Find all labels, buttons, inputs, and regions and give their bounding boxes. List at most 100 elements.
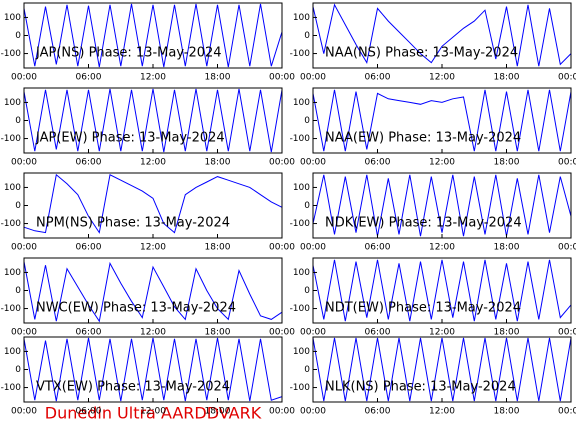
x-tick-label: 06:00 (76, 328, 102, 338)
x-tick-label: 18:00 (205, 328, 231, 338)
phase-line (312, 259, 572, 322)
x-tick-label: 18:00 (494, 328, 520, 338)
y-tick-label: -100 (1, 304, 22, 314)
y-tick-label: 100 (293, 268, 310, 278)
x-tick-label: 18:00 (494, 158, 520, 168)
phase-line (23, 173, 283, 234)
x-tick-label: 18:00 (494, 73, 520, 83)
panel-title: NDK(EW) Phase: 13-May-2024 (325, 216, 522, 231)
x-tick-label: 00:00 (300, 407, 326, 417)
x-tick-label: 12:00 (429, 407, 455, 417)
plot-area (24, 337, 282, 402)
panel-title: NWC(EW) Phase: 13-May-2024 (36, 301, 236, 316)
phase-line (23, 3, 283, 68)
x-tick-label: 00:00 (11, 158, 37, 168)
x-tick-label: 00:00 (269, 243, 295, 253)
x-tick-label: 00:00 (269, 73, 295, 83)
y-tick-label: -100 (1, 49, 22, 59)
x-tick-label: 06:00 (365, 407, 391, 417)
x-tick-label: 00:00 (558, 158, 576, 168)
phase-line (23, 261, 283, 323)
panel-title: NLK(NS) Phase: 13-May-2024 (325, 380, 516, 395)
panel-title: VTX(EW) Phase: 13-May-2024 (36, 380, 230, 395)
y-tick-label: 100 (4, 347, 21, 357)
y-tick-label: 0 (304, 286, 310, 296)
x-tick-label: 18:00 (205, 407, 231, 417)
y-tick-label: 0 (15, 365, 21, 375)
x-tick-label: 12:00 (429, 328, 455, 338)
x-tick-label: 18:00 (494, 243, 520, 253)
x-tick-label: 06:00 (76, 407, 102, 417)
x-tick-label: 00:00 (269, 407, 295, 417)
phase-line (312, 337, 572, 402)
plot-area (24, 3, 282, 68)
x-tick-label: 18:00 (205, 243, 231, 253)
y-tick-label: 100 (293, 13, 310, 23)
x-tick-label: 06:00 (76, 158, 102, 168)
y-tick-label: 100 (293, 183, 310, 193)
x-tick-label: 06:00 (365, 243, 391, 253)
x-tick-label: 00:00 (558, 243, 576, 253)
footer: Dunedin Ultra AARDDVARK (45, 404, 262, 423)
phase-line (23, 337, 283, 402)
y-tick-label: -100 (290, 49, 311, 59)
panel-title: NPM(NS) Phase: 13-May-2024 (36, 216, 230, 231)
y-tick-label: -100 (290, 219, 311, 229)
y-tick-label: 0 (15, 201, 21, 211)
y-tick-label: 0 (15, 286, 21, 296)
panel-title: JAP(NS) Phase: 13-May-2024 (35, 46, 222, 61)
x-tick-label: 06:00 (365, 328, 391, 338)
x-tick-label: 00:00 (558, 407, 576, 417)
phase-line (312, 3, 572, 67)
y-tick-label: -100 (1, 219, 22, 229)
y-tick-label: 100 (4, 183, 21, 193)
y-tick-label: 0 (304, 365, 310, 375)
y-tick-label: -100 (1, 134, 22, 144)
x-tick-label: 12:00 (429, 158, 455, 168)
x-tick-label: 00:00 (300, 243, 326, 253)
y-tick-label: -100 (290, 134, 311, 144)
y-tick-label: 0 (15, 116, 21, 126)
x-tick-label: 12:00 (140, 243, 166, 253)
y-tick-label: 100 (4, 13, 21, 23)
x-tick-label: 06:00 (76, 243, 102, 253)
x-tick-label: 06:00 (365, 73, 391, 83)
phase-line (312, 89, 572, 152)
panel-title: NAA(EW) Phase: 13-May-2024 (325, 131, 521, 146)
x-tick-label: 00:00 (300, 158, 326, 168)
x-tick-label: 00:00 (300, 73, 326, 83)
phase-line (23, 88, 283, 153)
panel-title: NDT(EW) Phase: 13-May-2024 (325, 301, 521, 316)
x-tick-label: 06:00 (365, 158, 391, 168)
x-tick-label: 12:00 (140, 407, 166, 417)
x-tick-label: 00:00 (11, 243, 37, 253)
plot-area (313, 258, 571, 323)
x-tick-label: 00:00 (269, 328, 295, 338)
x-tick-label: 00:00 (558, 73, 576, 83)
plot-area (313, 337, 571, 402)
x-tick-label: 12:00 (429, 243, 455, 253)
plot-area (313, 173, 571, 238)
x-tick-label: 00:00 (300, 328, 326, 338)
y-tick-label: 100 (293, 347, 310, 357)
x-tick-label: 12:00 (140, 73, 166, 83)
x-tick-label: 18:00 (205, 73, 231, 83)
y-tick-label: -100 (290, 304, 311, 314)
y-tick-label: 0 (304, 201, 310, 211)
x-tick-label: 12:00 (140, 158, 166, 168)
x-tick-label: 18:00 (494, 407, 520, 417)
x-tick-label: 18:00 (205, 158, 231, 168)
y-tick-label: 100 (4, 98, 21, 108)
y-tick-label: 100 (4, 268, 21, 278)
phase-line (312, 174, 572, 237)
x-tick-label: 12:00 (429, 73, 455, 83)
plot-area (313, 88, 571, 153)
y-tick-label: 0 (304, 31, 310, 41)
x-tick-label: 00:00 (11, 328, 37, 338)
panel-title: NAA(NS) Phase: 13-May-2024 (325, 46, 518, 61)
panel-title: JAP(EW) Phase: 13-May-2024 (35, 131, 225, 146)
plot-area (24, 88, 282, 153)
y-tick-label: -100 (1, 383, 22, 393)
x-tick-label: 00:00 (11, 73, 37, 83)
